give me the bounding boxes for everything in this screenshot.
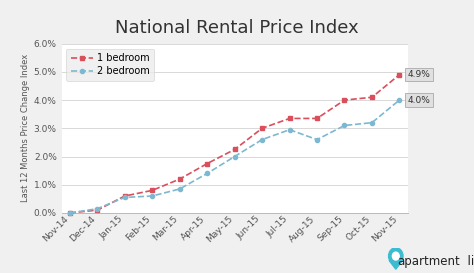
1 bedroom [259, 127, 265, 130]
1 bedroom [122, 194, 128, 198]
1 bedroom [314, 117, 320, 120]
1 bedroom [397, 73, 402, 76]
2 bedroom [122, 196, 128, 199]
2 bedroom [259, 138, 265, 141]
2 bedroom [204, 172, 210, 175]
1 bedroom [287, 117, 292, 120]
1 bedroom [232, 148, 237, 151]
1 bedroom [204, 162, 210, 165]
1 bedroom [94, 209, 100, 212]
Circle shape [389, 248, 403, 264]
1 bedroom [149, 189, 155, 192]
1 bedroom [342, 99, 347, 102]
2 bedroom [94, 207, 100, 210]
Text: apartment: apartment [397, 254, 460, 268]
2 bedroom [67, 211, 73, 215]
Text: list: list [460, 254, 474, 268]
2 bedroom [287, 128, 292, 131]
Text: 4.0%: 4.0% [408, 96, 430, 105]
Text: 4.9%: 4.9% [408, 70, 430, 79]
2 bedroom [177, 187, 182, 191]
1 bedroom [369, 96, 375, 99]
2 bedroom [369, 121, 375, 124]
Y-axis label: Last 12 Months Price Change Index: Last 12 Months Price Change Index [20, 54, 29, 203]
Text: National Rental Price Index: National Rental Price Index [115, 19, 359, 37]
Circle shape [392, 252, 399, 260]
1 bedroom [177, 177, 182, 181]
2 bedroom [342, 124, 347, 127]
Polygon shape [389, 260, 402, 269]
Line: 2 bedroom: 2 bedroom [68, 98, 401, 215]
2 bedroom [314, 138, 320, 141]
Line: 1 bedroom: 1 bedroom [68, 73, 401, 215]
2 bedroom [232, 155, 237, 158]
1 bedroom [67, 211, 73, 215]
Legend: 1 bedroom, 2 bedroom: 1 bedroom, 2 bedroom [66, 49, 154, 81]
2 bedroom [149, 194, 155, 198]
2 bedroom [397, 99, 402, 102]
